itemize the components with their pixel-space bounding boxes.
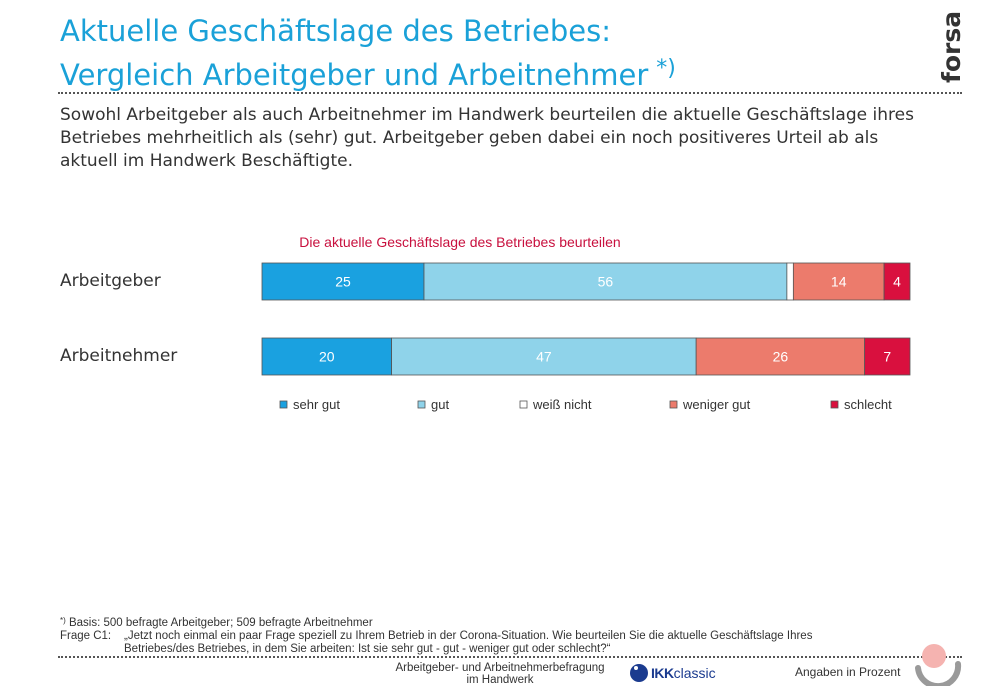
question-text: „Jetzt noch einmal ein paar Frage spezie…: [124, 630, 813, 655]
legend-label: weniger gut: [682, 397, 751, 412]
page-title: Aktuelle Geschäftslage des Betriebes: Ve…: [60, 12, 676, 94]
footer-survey-line-1: Arbeitgeber- und Arbeitnehmerbefragung: [395, 662, 605, 674]
page-title-line-1: Aktuelle Geschäftslage des Betriebes:: [60, 14, 612, 48]
bar-segment: [423, 262, 788, 301]
legend-swatch: [279, 400, 288, 409]
legend-swatch: [830, 400, 839, 409]
data-label: 7: [883, 349, 891, 365]
title-footnote-mark: *): [656, 56, 676, 81]
data-label: 25: [335, 274, 351, 290]
bar-segment: [883, 262, 911, 301]
bar-segment: [864, 337, 911, 376]
data-label: 4: [893, 274, 901, 290]
ikk-logo-suffix: classic: [673, 665, 716, 681]
legend-swatch: [669, 400, 678, 409]
legend-label: sehr gut: [293, 397, 340, 412]
bar-segment: [261, 262, 425, 301]
bar-segment: [792, 262, 885, 301]
data-label: 14: [831, 274, 847, 290]
bar-segment: [695, 337, 866, 376]
footer-survey-line-2: im Handwerk: [466, 674, 534, 686]
page-title-line-2: Vergleich Arbeitgeber und Arbeitnehmer *): [60, 50, 676, 94]
ikk-classic-logo: IKK classic: [630, 664, 716, 682]
category-label: Arbeitgeber: [60, 271, 161, 291]
footnote: *) Basis: 500 befragte Arbeitgeber; 509 …: [60, 614, 844, 656]
footnote-basis-line: *) Basis: 500 befragte Arbeitgeber; 509 …: [60, 614, 844, 630]
legend-swatch: [417, 400, 426, 409]
footer-unit-note: Angaben in Prozent: [795, 665, 901, 679]
question-label: Frage C1:: [60, 630, 112, 642]
forsa-logo: forsa.: [937, 10, 966, 83]
category-label: Arbeitnehmer: [60, 346, 177, 366]
bar-segment: [786, 262, 794, 301]
bar-segment: [391, 337, 697, 376]
ikk-logo-icon: [630, 664, 648, 682]
page-title-line-2-text: Vergleich Arbeitgeber und Arbeitnehmer: [60, 58, 649, 92]
footer-survey-title: Arbeitgeber- und Arbeitnehmerbefragung i…: [370, 662, 630, 686]
data-label: 47: [536, 349, 552, 365]
decorative-arc-icon: [915, 644, 962, 686]
data-label: 26: [773, 349, 789, 365]
footnote-mark: *): [60, 616, 66, 625]
legend-swatch: [519, 400, 528, 409]
legend-label: schlecht: [844, 397, 892, 412]
forsa-logo-text: forsa.: [937, 10, 966, 83]
footer-divider: [58, 656, 962, 658]
stacked-bar-chart: Die aktuelle Geschäftslage des Betriebes…: [60, 234, 911, 412]
data-label: 56: [598, 274, 614, 290]
legend-label: gut: [431, 397, 449, 412]
bar-segment: [261, 337, 393, 376]
header-divider: [58, 92, 962, 94]
ikk-logo-prefix: IKK: [651, 665, 674, 681]
footnote-basis: Basis: 500 befragte Arbeitgeber; 509 bef…: [68, 617, 373, 629]
intro-text: Sowohl Arbeitgeber als auch Arbeitnehmer…: [60, 105, 914, 171]
chart-title: Die aktuelle Geschäftslage des Betriebes…: [299, 234, 620, 250]
footnote-question-row: Frage C1: „Jetzt noch einmal ein paar Fr…: [60, 630, 844, 656]
legend-label: weiß nicht: [532, 397, 592, 412]
data-label: 20: [319, 349, 335, 365]
